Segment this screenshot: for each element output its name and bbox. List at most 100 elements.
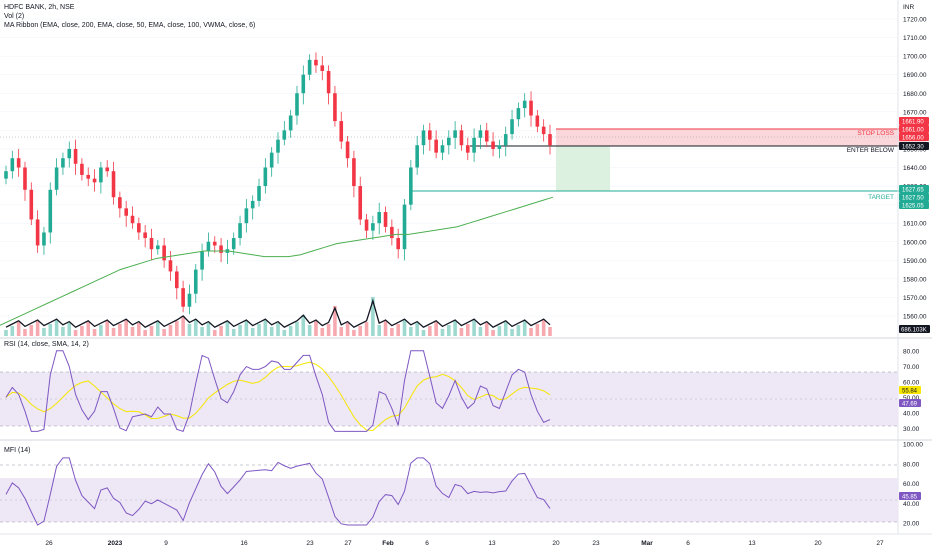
volume-bar: [187, 324, 192, 336]
time-tick: Mar: [641, 540, 653, 547]
price-tag: [899, 185, 929, 193]
volume-bar: [193, 320, 198, 336]
time-tick: 27: [876, 540, 884, 547]
volume-bar: [421, 330, 426, 336]
volume-bar: [548, 327, 552, 336]
volume-bar: [345, 323, 350, 336]
volume-bar: [434, 322, 438, 336]
enter-below-label[interactable]: ENTER BELOW: [847, 147, 895, 154]
mfi-tick: 80.00: [903, 461, 920, 468]
rsi-legend[interactable]: RSI (14, close, SMA, 14, 2): [4, 341, 89, 348]
time-tick: 20: [814, 540, 822, 547]
candle-body: [137, 223, 141, 233]
candle-body: [276, 139, 280, 153]
volume-bar: [10, 326, 15, 336]
time-tick: 23: [306, 540, 314, 547]
candle-body: [434, 139, 438, 153]
volume-bar: [137, 323, 141, 336]
price-tag: [899, 125, 929, 133]
target-zone[interactable]: [556, 146, 610, 191]
rsi-value-tag-text: 47.69: [902, 401, 918, 407]
volume-tag: [899, 325, 930, 333]
candle-body: [111, 171, 116, 198]
price-tick: 1600.00: [903, 239, 927, 246]
mfi-legend[interactable]: MFI (14): [4, 447, 31, 454]
candle-body: [383, 212, 388, 227]
mfi-tick: 20.00: [903, 521, 920, 528]
candle-body: [314, 59, 318, 66]
volume-ma-line: [5, 298, 551, 328]
candle-body: [143, 232, 147, 239]
volume-bar: [257, 324, 261, 336]
volume-bar: [269, 327, 274, 336]
candle-body: [73, 148, 78, 164]
candle-body: [497, 145, 502, 149]
candle-body: [16, 158, 21, 168]
price-tag: [899, 142, 929, 150]
candle-body: [364, 219, 369, 231]
volume-bar: [219, 326, 223, 336]
volume-bar: [503, 322, 508, 336]
volume-bar: [288, 326, 293, 336]
volume-bar: [428, 326, 432, 336]
stop-loss-zone[interactable]: [556, 129, 926, 146]
price-tick: 1720.00: [903, 17, 927, 24]
volume-bar: [446, 325, 451, 336]
candle-body: [541, 126, 546, 135]
volume-bar: [383, 321, 388, 336]
candle-body: [61, 158, 65, 168]
volume-bar: [314, 321, 318, 336]
candle-body: [478, 130, 483, 138]
candle-body: [124, 208, 128, 216]
price-tag-text: 1627.50: [902, 195, 924, 201]
time-tick: 13: [488, 540, 496, 547]
volume-bar: [212, 330, 217, 336]
candle-body: [23, 167, 27, 190]
currency-label: INR: [903, 4, 915, 11]
volume-legend[interactable]: Vol (2): [4, 13, 25, 20]
candle-body: [339, 121, 344, 142]
volume-bar: [522, 321, 527, 336]
axes-labels: 1720.001710.001700.001690.001680.001670.…: [45, 4, 926, 547]
volume-bar: [276, 323, 280, 336]
rsi-tick: 50.00: [903, 395, 920, 402]
time-tick: 6: [686, 540, 690, 547]
rsi-value-tag: [899, 399, 921, 407]
candle-body: [200, 251, 204, 270]
candle-body: [269, 152, 274, 168]
candle-body: [535, 115, 540, 127]
candle-body: [491, 141, 495, 149]
candle-body: [212, 241, 217, 246]
candle-body: [548, 134, 552, 146]
symbol-title[interactable]: HDFC BANK, 2h, NSE: [4, 4, 75, 11]
volume-bar: [16, 322, 21, 336]
target-label[interactable]: TARGET: [868, 194, 894, 201]
volume-bar: [149, 326, 154, 336]
volume-bar: [415, 323, 419, 336]
volume-bar: [73, 330, 78, 336]
candle-body: [396, 238, 400, 250]
volume-bar: [4, 330, 8, 336]
price-tag: [899, 193, 929, 201]
volume-bar: [478, 327, 483, 336]
candle-body: [162, 245, 166, 261]
ma-ribbon-legend[interactable]: MA Ribbon (EMA, close, 200, EMA, close, …: [4, 22, 256, 29]
candle-body: [10, 158, 15, 172]
volume-bar: [529, 328, 533, 336]
candle-body: [4, 171, 8, 179]
candle-body: [301, 74, 306, 94]
volume-bar: [225, 322, 230, 336]
price-tag-text: 1656.00: [902, 135, 924, 141]
stop-loss-label[interactable]: STOP LOSS: [857, 130, 894, 137]
volume-bar: [200, 327, 204, 336]
time-tick: 6: [425, 540, 429, 547]
candle-body: [459, 130, 464, 146]
mfi-value-tag-text: 45.85: [902, 494, 918, 500]
candle-body: [250, 200, 255, 209]
volume-bar: [29, 325, 34, 336]
volume-bar: [174, 321, 179, 336]
volume-bar: [124, 320, 128, 336]
volume-bar: [54, 320, 59, 336]
price-tag-text: 1652.30: [902, 144, 924, 150]
